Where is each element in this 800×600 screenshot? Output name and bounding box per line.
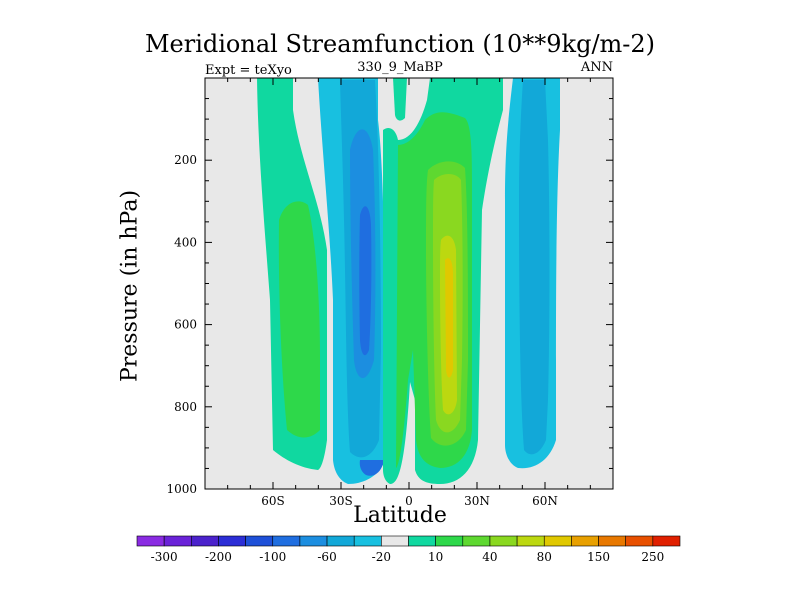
- colorbar-swatch: [489, 535, 518, 547]
- colorbar-swatch: [326, 535, 355, 547]
- y-tick-label: 200: [174, 153, 197, 167]
- colorbar-swatch: [516, 535, 545, 547]
- colorbar-label: -100: [259, 550, 286, 564]
- sh-ferrel-cell-base: [359, 460, 384, 476]
- y-tick-label: 600: [174, 318, 197, 332]
- hadley-cell-max: [445, 258, 453, 378]
- x-tick-label: 30S: [329, 494, 353, 508]
- x-axis-label: Latitude: [353, 503, 447, 528]
- colorbar-label: 150: [587, 550, 610, 564]
- x-tick-label: 60S: [261, 494, 285, 508]
- colorbar-label: 250: [641, 550, 664, 564]
- colorbar-label: 80: [537, 550, 552, 564]
- colorbar-swatch: [625, 535, 654, 547]
- colorbar-swatch: [571, 535, 599, 547]
- sh-polar-cell: [257, 78, 327, 470]
- chart-title: Meridional Streamfunction (10**9kg/m-2): [144, 30, 656, 58]
- colorbar-swatch: [435, 535, 464, 547]
- colorbar-label: -60: [317, 550, 336, 564]
- sh-ferrel-cell-core: [359, 206, 372, 356]
- plot-area: [204, 77, 614, 490]
- y-tick-label: 800: [174, 400, 197, 414]
- colorbar-label: -20: [372, 550, 391, 564]
- colorbar-label: 10: [428, 550, 443, 564]
- colorbar-swatch: [462, 535, 491, 547]
- x-tick-label: 0: [405, 494, 413, 508]
- y-tick-label: 400: [174, 235, 197, 249]
- colorbar-swatch: [136, 535, 165, 547]
- y-axis-label: Pressure (in hPa): [117, 189, 143, 383]
- colorbar: -300 -200 -100 -60 -20 10 40 80 150 250: [136, 535, 681, 564]
- colorbar-swatch: [272, 535, 301, 547]
- run-label: 330_9_MaBP: [357, 60, 443, 75]
- colorbar-swatch: [381, 535, 409, 547]
- colorbar-swatch: [353, 535, 382, 547]
- colorbar-label: 40: [482, 550, 497, 564]
- sh-ferrel-cell: [318, 78, 385, 484]
- colorbar-swatch: [652, 535, 681, 547]
- colorbar-label: -200: [205, 550, 232, 564]
- colorbar-swatch: [163, 535, 192, 547]
- axes: 60S 30S 0 30N 60N 200 400 600 800 1000: [166, 78, 613, 508]
- sh-polar-cell-core: [278, 201, 320, 438]
- experiment-label: Expt = teXyo: [205, 63, 292, 78]
- colorbar-swatch: [299, 535, 328, 547]
- nh-ferrel-cell: [505, 78, 560, 469]
- season-label: ANN: [580, 60, 613, 75]
- hadley-cell: [383, 78, 503, 484]
- upper-tropical-branch: [393, 78, 407, 121]
- colorbar-swatch: [218, 535, 246, 547]
- x-tick-label: 60N: [532, 494, 558, 508]
- colorbar-swatch: [245, 535, 274, 547]
- colorbar-swatch: [543, 535, 572, 547]
- colorbar-label: -300: [151, 550, 178, 564]
- nh-ferrel-cell-inner: [519, 80, 550, 455]
- colorbar-swatch: [191, 535, 219, 547]
- colorbar-swatch: [408, 535, 436, 547]
- y-tick-label: 1000: [166, 482, 197, 496]
- x-tick-label: 30N: [464, 494, 490, 508]
- colorbar-swatch: [598, 535, 626, 547]
